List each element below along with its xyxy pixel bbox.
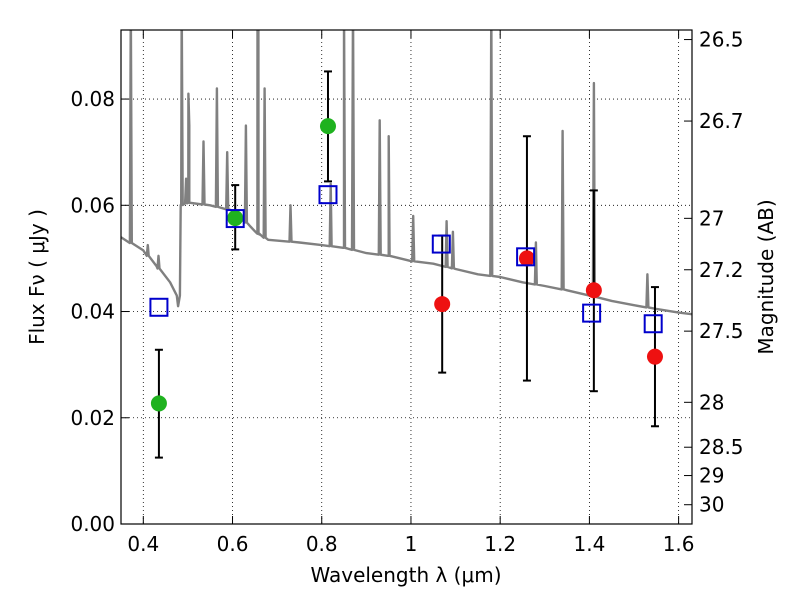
model-photometry-point xyxy=(516,247,536,267)
x-tick-label: 1.4 xyxy=(573,532,605,556)
x-tick-label: 0.8 xyxy=(306,532,338,556)
x-tick-label: 0.4 xyxy=(127,532,159,556)
x-tick-label: 1 xyxy=(405,532,418,556)
y-axis-label: Flux Fν ( μJy ) xyxy=(25,209,49,345)
model-photometry-point xyxy=(225,209,245,229)
observed-red-band-point xyxy=(585,282,602,299)
model-spectrum-layer xyxy=(121,30,692,316)
observed-blue-band-point xyxy=(319,118,336,135)
mag-tick-label: 26.7 xyxy=(699,109,744,133)
x-tick-label: 1.6 xyxy=(663,532,695,556)
mag-tick-label: 30 xyxy=(699,493,724,517)
mag-tick-label: 29 xyxy=(699,464,724,488)
model-photometry-point xyxy=(643,314,663,334)
tick-layer: 0.4 0.6 0.8 1 1.2 1.4 1.6 0.00 0.02 0.04 0.06 0.08 2… xyxy=(70,28,743,556)
y-tick-label: 0.08 xyxy=(70,87,115,111)
observed-red-band-point xyxy=(518,250,535,267)
y-axis-right-label: Magnitude (AB) xyxy=(754,199,778,354)
observed-blue-band-point xyxy=(227,210,244,227)
plot-background xyxy=(121,30,692,524)
mag-tick-label: 28 xyxy=(699,390,724,414)
model-spectrum-line xyxy=(121,30,692,316)
y-tick-label: 0.06 xyxy=(70,193,115,217)
marker-layer xyxy=(149,118,663,412)
y-tick-label: 0.02 xyxy=(70,406,115,430)
model-photometry-point xyxy=(582,303,602,323)
model-photometry-point xyxy=(318,185,338,205)
x-tick-label: 1.2 xyxy=(484,532,516,556)
model-photometry-point xyxy=(431,234,451,254)
x-axis-label: Wavelength λ (μm) xyxy=(310,563,501,587)
mag-tick-label: 26.5 xyxy=(699,28,744,52)
mag-tick-label: 28.5 xyxy=(699,435,744,459)
mag-tick-label: 27 xyxy=(699,206,724,230)
plot-frame xyxy=(120,29,693,525)
y-tick-label: 0.04 xyxy=(70,300,115,324)
model-photometry-point xyxy=(149,297,169,317)
observed-red-band-point xyxy=(434,296,451,313)
observed-red-band-point xyxy=(646,348,663,365)
x-tick-label: 0.6 xyxy=(217,532,249,556)
mag-tick-label: 27.2 xyxy=(699,258,744,282)
observed-blue-band-point xyxy=(150,395,167,412)
y-tick-label: 0.00 xyxy=(70,512,115,536)
mag-tick-label: 27.5 xyxy=(699,319,744,343)
